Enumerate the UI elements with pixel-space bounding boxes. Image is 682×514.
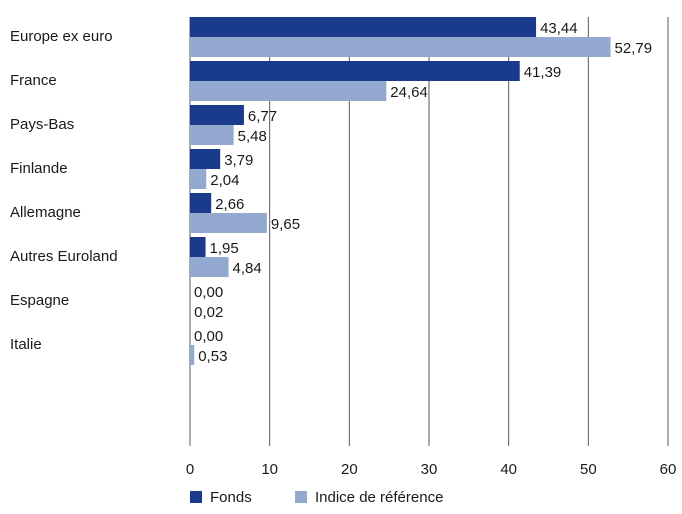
bar-fonds-1 [190, 61, 520, 81]
x-tick-label-50: 50 [580, 461, 597, 478]
data-label-indice-2: 5,48 [238, 128, 267, 145]
legend-label-0: Fonds [210, 489, 252, 506]
data-label-indice-0: 52,79 [615, 40, 653, 57]
bar-indice-0 [190, 37, 611, 57]
x-tick-label-20: 20 [341, 461, 358, 478]
bar-indice-7 [190, 345, 195, 365]
x-tick-label-10: 10 [261, 461, 278, 478]
data-label-indice-3: 2,04 [210, 172, 239, 189]
bar-fonds-3 [190, 149, 221, 169]
data-label-indice-6: 0,02 [194, 304, 223, 321]
category-label-7: Italie [10, 336, 42, 353]
bar-indice-3 [190, 169, 207, 189]
category-label-3: Finlande [10, 160, 68, 177]
bar-fonds-5 [190, 237, 206, 257]
bar-indice-5 [190, 257, 229, 277]
data-label-fonds-1: 41,39 [524, 64, 562, 81]
x-tick-label-30: 30 [421, 461, 438, 478]
category-label-4: Allemagne [10, 204, 81, 221]
x-tick-label-0: 0 [186, 461, 194, 478]
data-label-fonds-4: 2,66 [215, 196, 244, 213]
category-label-2: Pays-Bas [10, 116, 74, 133]
bar-fonds-2 [190, 105, 244, 125]
category-label-6: Espagne [10, 292, 69, 309]
x-tick-label-60: 60 [660, 461, 677, 478]
bar-fonds-0 [190, 17, 537, 37]
category-label-0: Europe ex euro [10, 28, 113, 45]
data-label-fonds-0: 43,44 [540, 20, 578, 37]
bar-indice-1 [190, 81, 387, 101]
data-label-indice-1: 24,64 [390, 84, 428, 101]
data-label-fonds-5: 1,95 [210, 240, 239, 257]
category-label-1: France [10, 72, 57, 89]
bar-fonds-4 [190, 193, 212, 213]
data-label-indice-5: 4,84 [233, 260, 262, 277]
data-label-indice-4: 9,65 [271, 216, 300, 233]
data-label-fonds-7: 0,00 [194, 328, 223, 345]
data-label-fonds-3: 3,79 [224, 152, 253, 169]
data-label-fonds-6: 0,00 [194, 284, 223, 301]
legend-label-1: Indice de référence [315, 489, 443, 506]
bar-indice-4 [190, 213, 267, 233]
data-label-fonds-2: 6,77 [248, 108, 277, 125]
bar-indice-2 [190, 125, 234, 145]
category-label-5: Autres Euroland [10, 248, 118, 265]
data-label-indice-7: 0,53 [198, 348, 227, 365]
legend-swatch-0 [190, 491, 202, 503]
x-tick-label-40: 40 [500, 461, 517, 478]
legend-swatch-1 [295, 491, 307, 503]
